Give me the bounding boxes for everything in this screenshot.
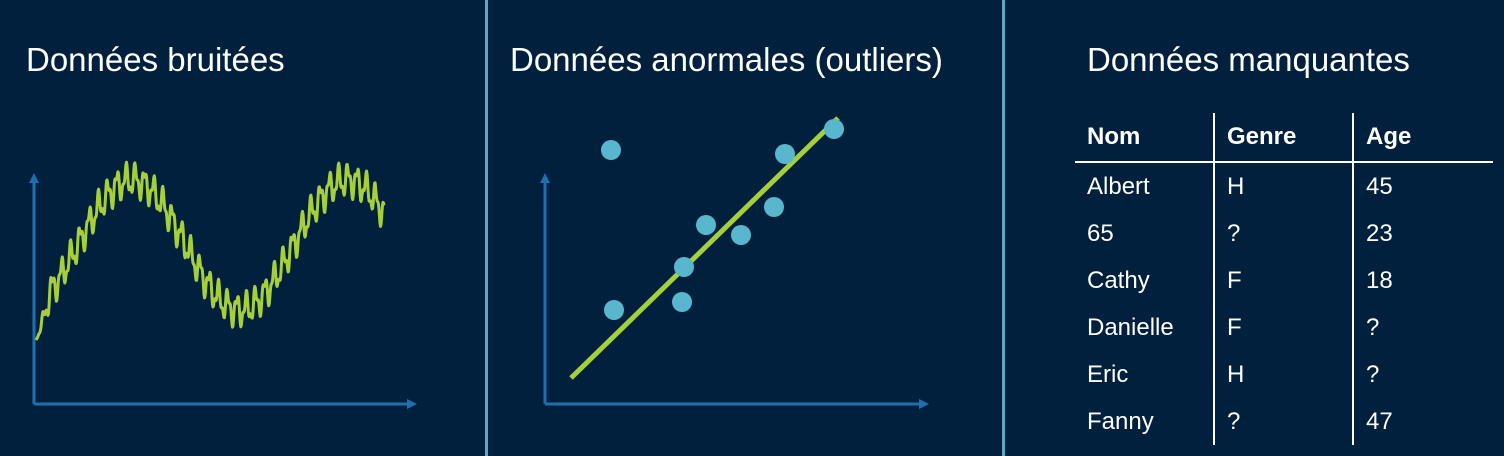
- data-point: [731, 225, 751, 245]
- outliers-figure: [540, 116, 929, 409]
- cell-age: 45: [1352, 162, 1493, 210]
- data-point: [601, 140, 621, 160]
- table-header-row: Nom Genre Age: [1075, 113, 1493, 163]
- cell-genre: ?: [1213, 210, 1353, 257]
- panel-missing-data: Données manquantes Nom Genre Age Albert …: [1005, 0, 1504, 456]
- data-point: [674, 257, 694, 277]
- table-row: 65 ? 23: [1075, 210, 1493, 257]
- cell-genre: H: [1213, 162, 1353, 210]
- panel-title-noisy: Données bruitées: [26, 41, 285, 78]
- cell-genre: H: [1213, 351, 1353, 398]
- cell-genre: F: [1213, 304, 1353, 351]
- table-row: Albert H 45: [1075, 162, 1493, 210]
- cell-genre: F: [1213, 257, 1353, 304]
- data-point: [764, 197, 784, 217]
- cell-nom: Fanny: [1087, 407, 1154, 435]
- cell-age: 23: [1352, 210, 1493, 257]
- cell-nom: Danielle: [1087, 313, 1174, 341]
- table-row: Cathy F 18: [1075, 257, 1493, 304]
- data-point: [696, 215, 716, 235]
- table-row: Eric H ?: [1075, 351, 1493, 398]
- divider-left: [485, 0, 488, 456]
- divider-right: [1002, 0, 1005, 456]
- panel-outliers: Données anormales (outliers): [488, 0, 1002, 456]
- header-genre: Genre: [1213, 113, 1353, 163]
- header-age: Age: [1352, 113, 1493, 163]
- cell-age: 18: [1352, 257, 1493, 304]
- data-point: [604, 300, 624, 320]
- cell-nom: 65: [1087, 219, 1114, 247]
- cell-age: 47: [1352, 398, 1493, 445]
- panel-noisy-data: Données bruitées: [0, 0, 485, 456]
- noisy-signal-figure: [29, 160, 417, 409]
- cell-age: ?: [1352, 304, 1493, 351]
- table-row: Fanny ? 47: [1075, 398, 1493, 445]
- data-point: [672, 292, 692, 312]
- table-row: Danielle F ?: [1075, 304, 1493, 351]
- missing-data-table: Nom Genre Age Albert H 45 65 ? 23 Cathy …: [1075, 113, 1493, 445]
- cell-nom: Albert: [1087, 172, 1150, 200]
- panel-title-outliers: Données anormales (outliers): [510, 41, 943, 78]
- data-point: [824, 119, 844, 139]
- cell-genre: ?: [1213, 398, 1353, 445]
- noisy-signal-line: [34, 160, 386, 341]
- panel-title-missing: Données manquantes: [1087, 41, 1410, 78]
- cell-nom: Eric: [1087, 360, 1129, 388]
- cell-nom: Cathy: [1087, 266, 1150, 294]
- header-nom: Nom: [1075, 113, 1214, 163]
- data-point: [775, 144, 795, 164]
- cell-age: ?: [1352, 351, 1493, 398]
- regression-line: [569, 116, 840, 380]
